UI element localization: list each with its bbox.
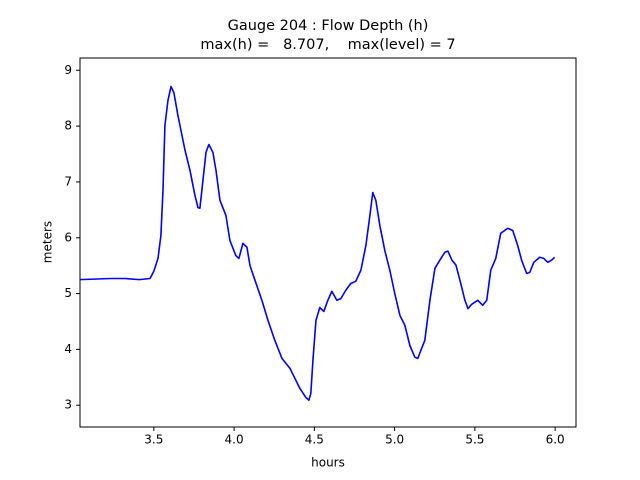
chart-title: Gauge 204 : Flow Depth (h) [228, 18, 429, 34]
y-tick-label: 4 [64, 342, 72, 356]
x-tick-label: 6.0 [546, 433, 565, 447]
x-tick-label: 4.5 [305, 433, 324, 447]
y-tick-label: 3 [64, 398, 72, 412]
x-tick-label: 5.5 [465, 433, 484, 447]
y-tick-label: 9 [64, 63, 72, 77]
chart-subtitle: max(h) = 8.707, max(level) = 7 [200, 37, 455, 53]
x-tick-label: 3.5 [144, 433, 163, 447]
x-axis-label: hours [311, 456, 345, 470]
y-tick-label: 8 [64, 119, 72, 133]
y-tick-label: 7 [64, 174, 72, 188]
y-tick-label: 6 [64, 230, 72, 244]
y-tick-label: 5 [64, 286, 72, 300]
y-axis-label: meters [41, 221, 55, 263]
plot-frame [79, 57, 577, 428]
data-line [79, 85, 556, 401]
x-tick-label: 4.0 [225, 433, 244, 447]
x-tick-label: 5.0 [385, 433, 404, 447]
